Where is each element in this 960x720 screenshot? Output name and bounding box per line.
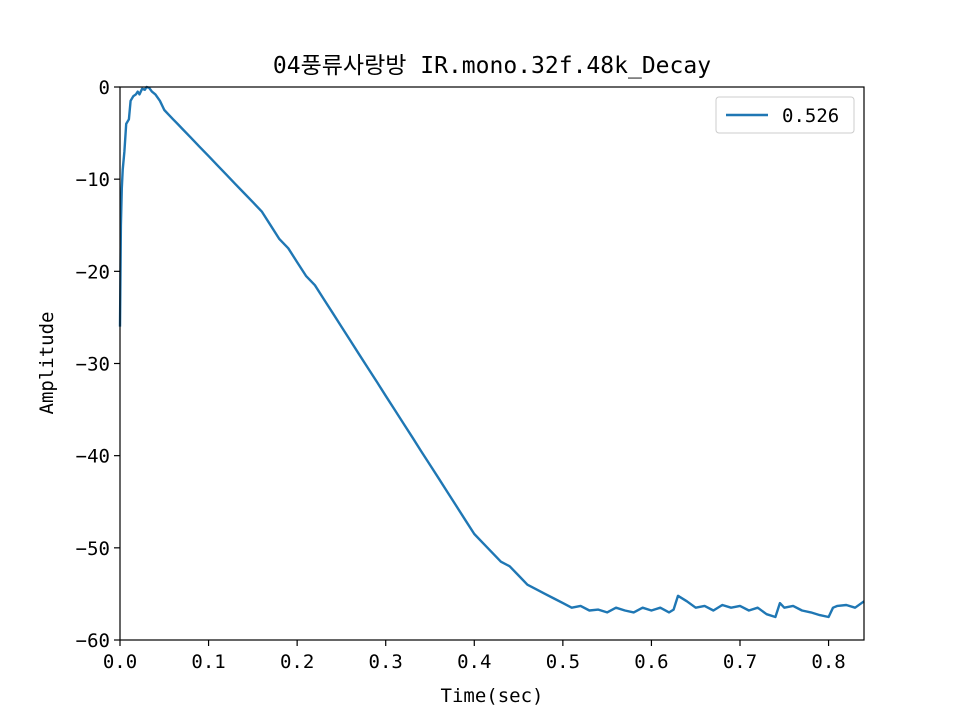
chart-title: 04풍류사랑방 IR.mono.32f.48k_Decay	[273, 53, 711, 79]
x-axis-ticks: 0.0 0.1 0.2 0.3 0.4 0.5 0.6 0.7 0.8	[103, 640, 846, 673]
series-layer	[118, 85, 865, 619]
x-tick-label: 0.1	[191, 651, 225, 673]
y-axis-label: Amplitude	[36, 312, 58, 415]
legend: 0.526	[715, 96, 855, 134]
x-tick-label: 0.7	[723, 651, 757, 673]
series-line-0	[118, 85, 865, 619]
y-tick-label: −40	[76, 446, 110, 468]
x-tick-label: 0.5	[546, 651, 580, 673]
legend-label: 0.526	[782, 105, 839, 127]
x-tick-label: 0.4	[457, 651, 491, 673]
y-tick-label: −20	[76, 261, 110, 283]
x-tick-label: 0.8	[811, 651, 845, 673]
y-tick-label: −30	[76, 354, 110, 376]
x-axis-label: Time(sec)	[441, 685, 544, 707]
y-axis-ticks: 0 −10 −20 −30 −40 −50 −60	[76, 77, 120, 652]
x-tick-label: 0.2	[280, 651, 314, 673]
y-tick-label: −60	[76, 630, 110, 652]
x-tick-label: 0.6	[634, 651, 668, 673]
x-tick-label: 0.0	[103, 651, 137, 673]
x-tick-label: 0.3	[369, 651, 403, 673]
y-tick-label: −10	[76, 169, 110, 191]
y-tick-label: 0	[99, 77, 110, 99]
plot-area	[120, 87, 864, 640]
y-tick-label: −50	[76, 538, 110, 560]
legend-box	[715, 96, 855, 134]
